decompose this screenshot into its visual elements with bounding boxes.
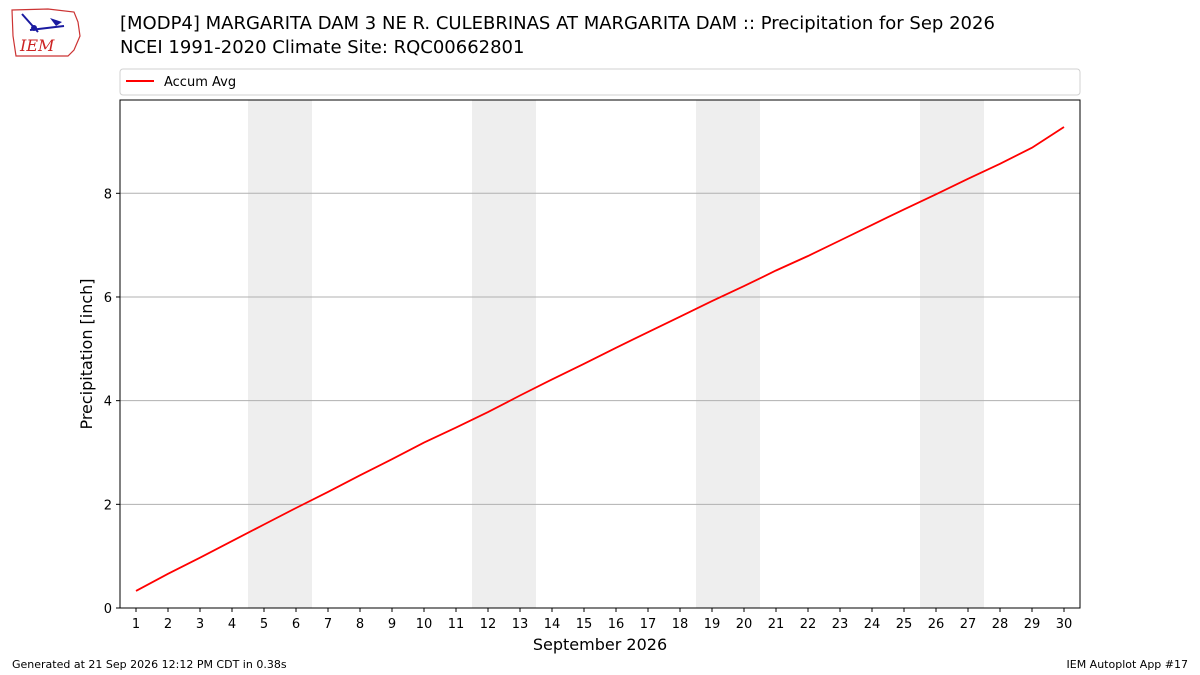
x-tick-label-26: 26 <box>928 617 945 632</box>
chart-title: [MODP4] MARGARITA DAM 3 NE R. CULEBRINAS… <box>120 13 995 34</box>
x-tick-label-4: 4 <box>228 617 236 632</box>
x-tick-label-8: 8 <box>356 617 364 632</box>
generated-timestamp: Generated at 21 Sep 2026 12:12 PM CDT in… <box>12 658 287 671</box>
x-tick-label-29: 29 <box>1024 617 1041 632</box>
iem-logo-text: IEM <box>19 36 55 55</box>
x-tick-label-17: 17 <box>640 617 657 632</box>
x-tick-label-5: 5 <box>260 617 268 632</box>
x-tick-label-24: 24 <box>864 617 881 632</box>
series-line-0 <box>135 126 1065 592</box>
x-tick-label-27: 27 <box>960 617 977 632</box>
x-tick-label-10: 10 <box>416 617 433 632</box>
chart-subtitle: NCEI 1991-2020 Climate Site: RQC00662801 <box>120 37 525 58</box>
x-tick-label-22: 22 <box>800 617 817 632</box>
x-tick-label-21: 21 <box>768 617 785 632</box>
y-axis-label: Precipitation [inch] <box>77 278 96 429</box>
legend-box <box>119 68 1081 96</box>
y-tick-label-4: 4 <box>104 395 112 410</box>
x-tick-label-28: 28 <box>992 617 1009 632</box>
weekend-band-3 <box>920 100 984 608</box>
x-axis-label: September 2026 <box>533 635 667 654</box>
x-tick-label-2: 2 <box>164 617 172 632</box>
y-tick-label-0: 0 <box>104 602 112 617</box>
iem-logo: IEM <box>11 8 81 57</box>
weekend-band-0 <box>248 100 312 608</box>
legend-entry-0: Accum Avg <box>164 75 236 90</box>
x-tick-label-19: 19 <box>704 617 721 632</box>
x-tick-label-15: 15 <box>576 617 593 632</box>
y-tick-label-6: 6 <box>104 291 112 306</box>
x-tick-label-14: 14 <box>544 617 561 632</box>
x-tick-label-16: 16 <box>608 617 625 632</box>
plot-frame <box>119 99 1081 609</box>
x-tick-label-9: 9 <box>388 617 396 632</box>
x-tick-label-30: 30 <box>1056 617 1073 632</box>
x-tick-label-20: 20 <box>736 617 753 632</box>
x-tick-label-13: 13 <box>512 617 529 632</box>
x-tick-label-11: 11 <box>448 617 465 632</box>
y-tick-label-2: 2 <box>104 498 112 513</box>
y-tick-label-8: 8 <box>104 187 112 202</box>
weekend-band-2 <box>696 100 760 608</box>
x-tick-label-3: 3 <box>196 617 204 632</box>
x-tick-label-1: 1 <box>132 617 140 632</box>
x-tick-label-12: 12 <box>480 617 497 632</box>
x-tick-label-18: 18 <box>672 617 689 632</box>
x-tick-label-23: 23 <box>832 617 849 632</box>
x-tick-label-25: 25 <box>896 617 913 632</box>
app-credit: IEM Autoplot App #17 <box>1066 658 1189 671</box>
weekend-band-1 <box>472 100 536 608</box>
x-tick-label-6: 6 <box>292 617 300 632</box>
x-tick-label-7: 7 <box>324 617 332 632</box>
